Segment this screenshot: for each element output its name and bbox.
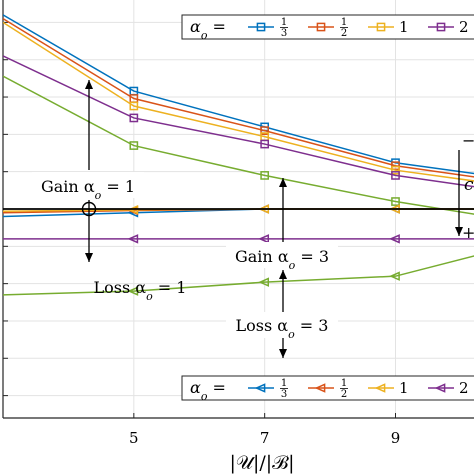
legend-top-entry-0: 13	[248, 17, 288, 39]
gain-3-label-tail: = 3	[295, 247, 329, 266]
edge-sign-minus: −	[462, 131, 474, 150]
legend-top-entry-3: 2	[428, 18, 469, 36]
legend-bottom-entry-3: 2	[428, 379, 469, 397]
legend-bottom-entry-1: 12	[308, 378, 348, 400]
x-tick-label-2: 9	[391, 429, 401, 447]
series-gain-4-point-1	[129, 141, 139, 150]
legend-bottom-entry-2: 1	[368, 379, 409, 397]
x-axis-label-group: |𝒰|/|ℬ|	[229, 452, 294, 474]
series-loss-4-point-3	[389, 271, 400, 281]
x-tick-label-0: 5	[129, 429, 139, 447]
series-loss-3	[3, 234, 474, 244]
legend-bottom-entry-2-marker	[374, 383, 386, 393]
series-gain-3-point-1	[129, 113, 139, 123]
legend-bottom-entry-3-marker	[434, 383, 446, 393]
legend-top-entry-1: 12	[308, 17, 348, 39]
legend-bottom: αo =1312123	[181, 375, 474, 403]
edge-sign-plus: +	[462, 223, 474, 242]
series-gain-2-point-1	[129, 101, 139, 111]
series-loss-4-point-1	[127, 286, 139, 296]
series-loss-4	[3, 255, 474, 296]
series-gain-1-point-2	[260, 126, 270, 135]
series-gain-4-point-3	[391, 197, 400, 206]
edge-label-c: c	[464, 175, 474, 195]
series-gain-2-point-3	[391, 165, 400, 175]
loss-3-arrow-head-bottom	[279, 349, 287, 358]
loss-1-label-sub: o	[146, 290, 153, 303]
legend-top-entry-0-marker	[256, 22, 266, 32]
series-loss-4-line	[3, 255, 474, 296]
loss-1-circle	[81, 201, 97, 217]
legend-top-entry-1-num: 1	[341, 17, 347, 28]
series-gain-4-point-2	[260, 171, 270, 180]
series-gain-3-point-2	[260, 139, 270, 149]
legend-bottom-prefix-alpha: α	[190, 378, 201, 397]
gain-1-label-bg	[32, 172, 144, 198]
legend-bottom-entry-2-label: 1	[399, 379, 409, 397]
legend-bottom-entry-0-den: 3	[281, 389, 287, 400]
tick-labels: 5 7 9	[129, 429, 400, 447]
legend-bottom-prefix-eq: =	[207, 378, 226, 397]
gain-1-arrow-upper	[85, 80, 93, 170]
series-gain-3-line	[3, 55, 474, 188]
legend-bottom-entry-1-num: 1	[341, 378, 347, 389]
series-gain-3	[3, 55, 474, 188]
series-gain-1-line	[3, 18, 474, 178]
loss-3-label-bg	[226, 312, 338, 338]
legend-bottom-prefix-sub: o	[201, 390, 208, 403]
legend-bottom-entry-1-den: 2	[341, 389, 347, 400]
legend-top-entry-0-den: 3	[281, 28, 287, 39]
loss-3-arrow-head-top	[279, 270, 287, 279]
edge-arrow-head-bottom	[455, 227, 463, 236]
series-loss-4-point-2	[258, 277, 270, 287]
legend-top-entry-1-den: 2	[341, 28, 347, 39]
loss-3-label-sub: o	[288, 328, 295, 341]
legend-top-entry-3-marker	[436, 22, 446, 32]
legend-top-prefix-alpha: α	[190, 17, 201, 36]
series-gain-3-point-3	[391, 171, 400, 180]
series-gain-2	[3, 21, 474, 182]
gain-3-label-bg	[226, 242, 338, 268]
series-loss-3-point-2	[258, 234, 270, 244]
series-loss-3-point-3	[389, 234, 400, 244]
legend-top-prefix-eq: =	[207, 17, 226, 36]
legend-top-entry-2: 1	[368, 18, 409, 36]
legend-top: αo =1312123	[181, 14, 474, 42]
legend-top-prefix-sub: o	[201, 29, 208, 42]
legend-bottom-entry-0: 13	[248, 378, 288, 400]
legend-bottom-entry-3-label: 2	[459, 379, 469, 397]
loss-3-label-tail: = 3	[295, 316, 329, 335]
x-tick-label-1: 7	[260, 429, 270, 447]
legend-bottom-prefix: αo =	[190, 378, 226, 403]
gain-1-label-sub: o	[95, 189, 102, 202]
edge-arrow	[455, 150, 463, 236]
series-gain-2-line	[3, 21, 474, 182]
series-loss-3-point-1	[127, 234, 139, 244]
gain-1-arrow-lower-head-bottom	[85, 253, 93, 262]
legend-top-entry-3-label: 2	[459, 18, 469, 36]
gain-3-label-sub: o	[289, 259, 296, 272]
legend-top-entry-2-label: 1	[399, 18, 409, 36]
gain-1-arrow-upper-head-top	[85, 80, 93, 89]
x-axis-label: |𝒰|/|ℬ|	[229, 452, 294, 474]
loss-1-label-tail: = 1	[153, 278, 187, 297]
legend-bottom-entry-1-marker	[314, 383, 326, 393]
gain-1-label-tail: = 1	[101, 177, 135, 196]
legend-top-entry-0-num: 1	[281, 17, 287, 28]
legend-bottom-entry-0-num: 1	[281, 378, 287, 389]
legend-top-entry-1-marker	[316, 22, 326, 32]
series-gain-1-point-3	[391, 161, 400, 171]
legend-top-entry-2-marker	[376, 22, 386, 32]
legend-bottom-entry-0-marker	[254, 383, 266, 393]
gain-3-arrow-head-top	[279, 178, 287, 187]
gain-1-arrow-lower	[85, 200, 93, 262]
legend-top-prefix: αo =	[190, 17, 226, 42]
